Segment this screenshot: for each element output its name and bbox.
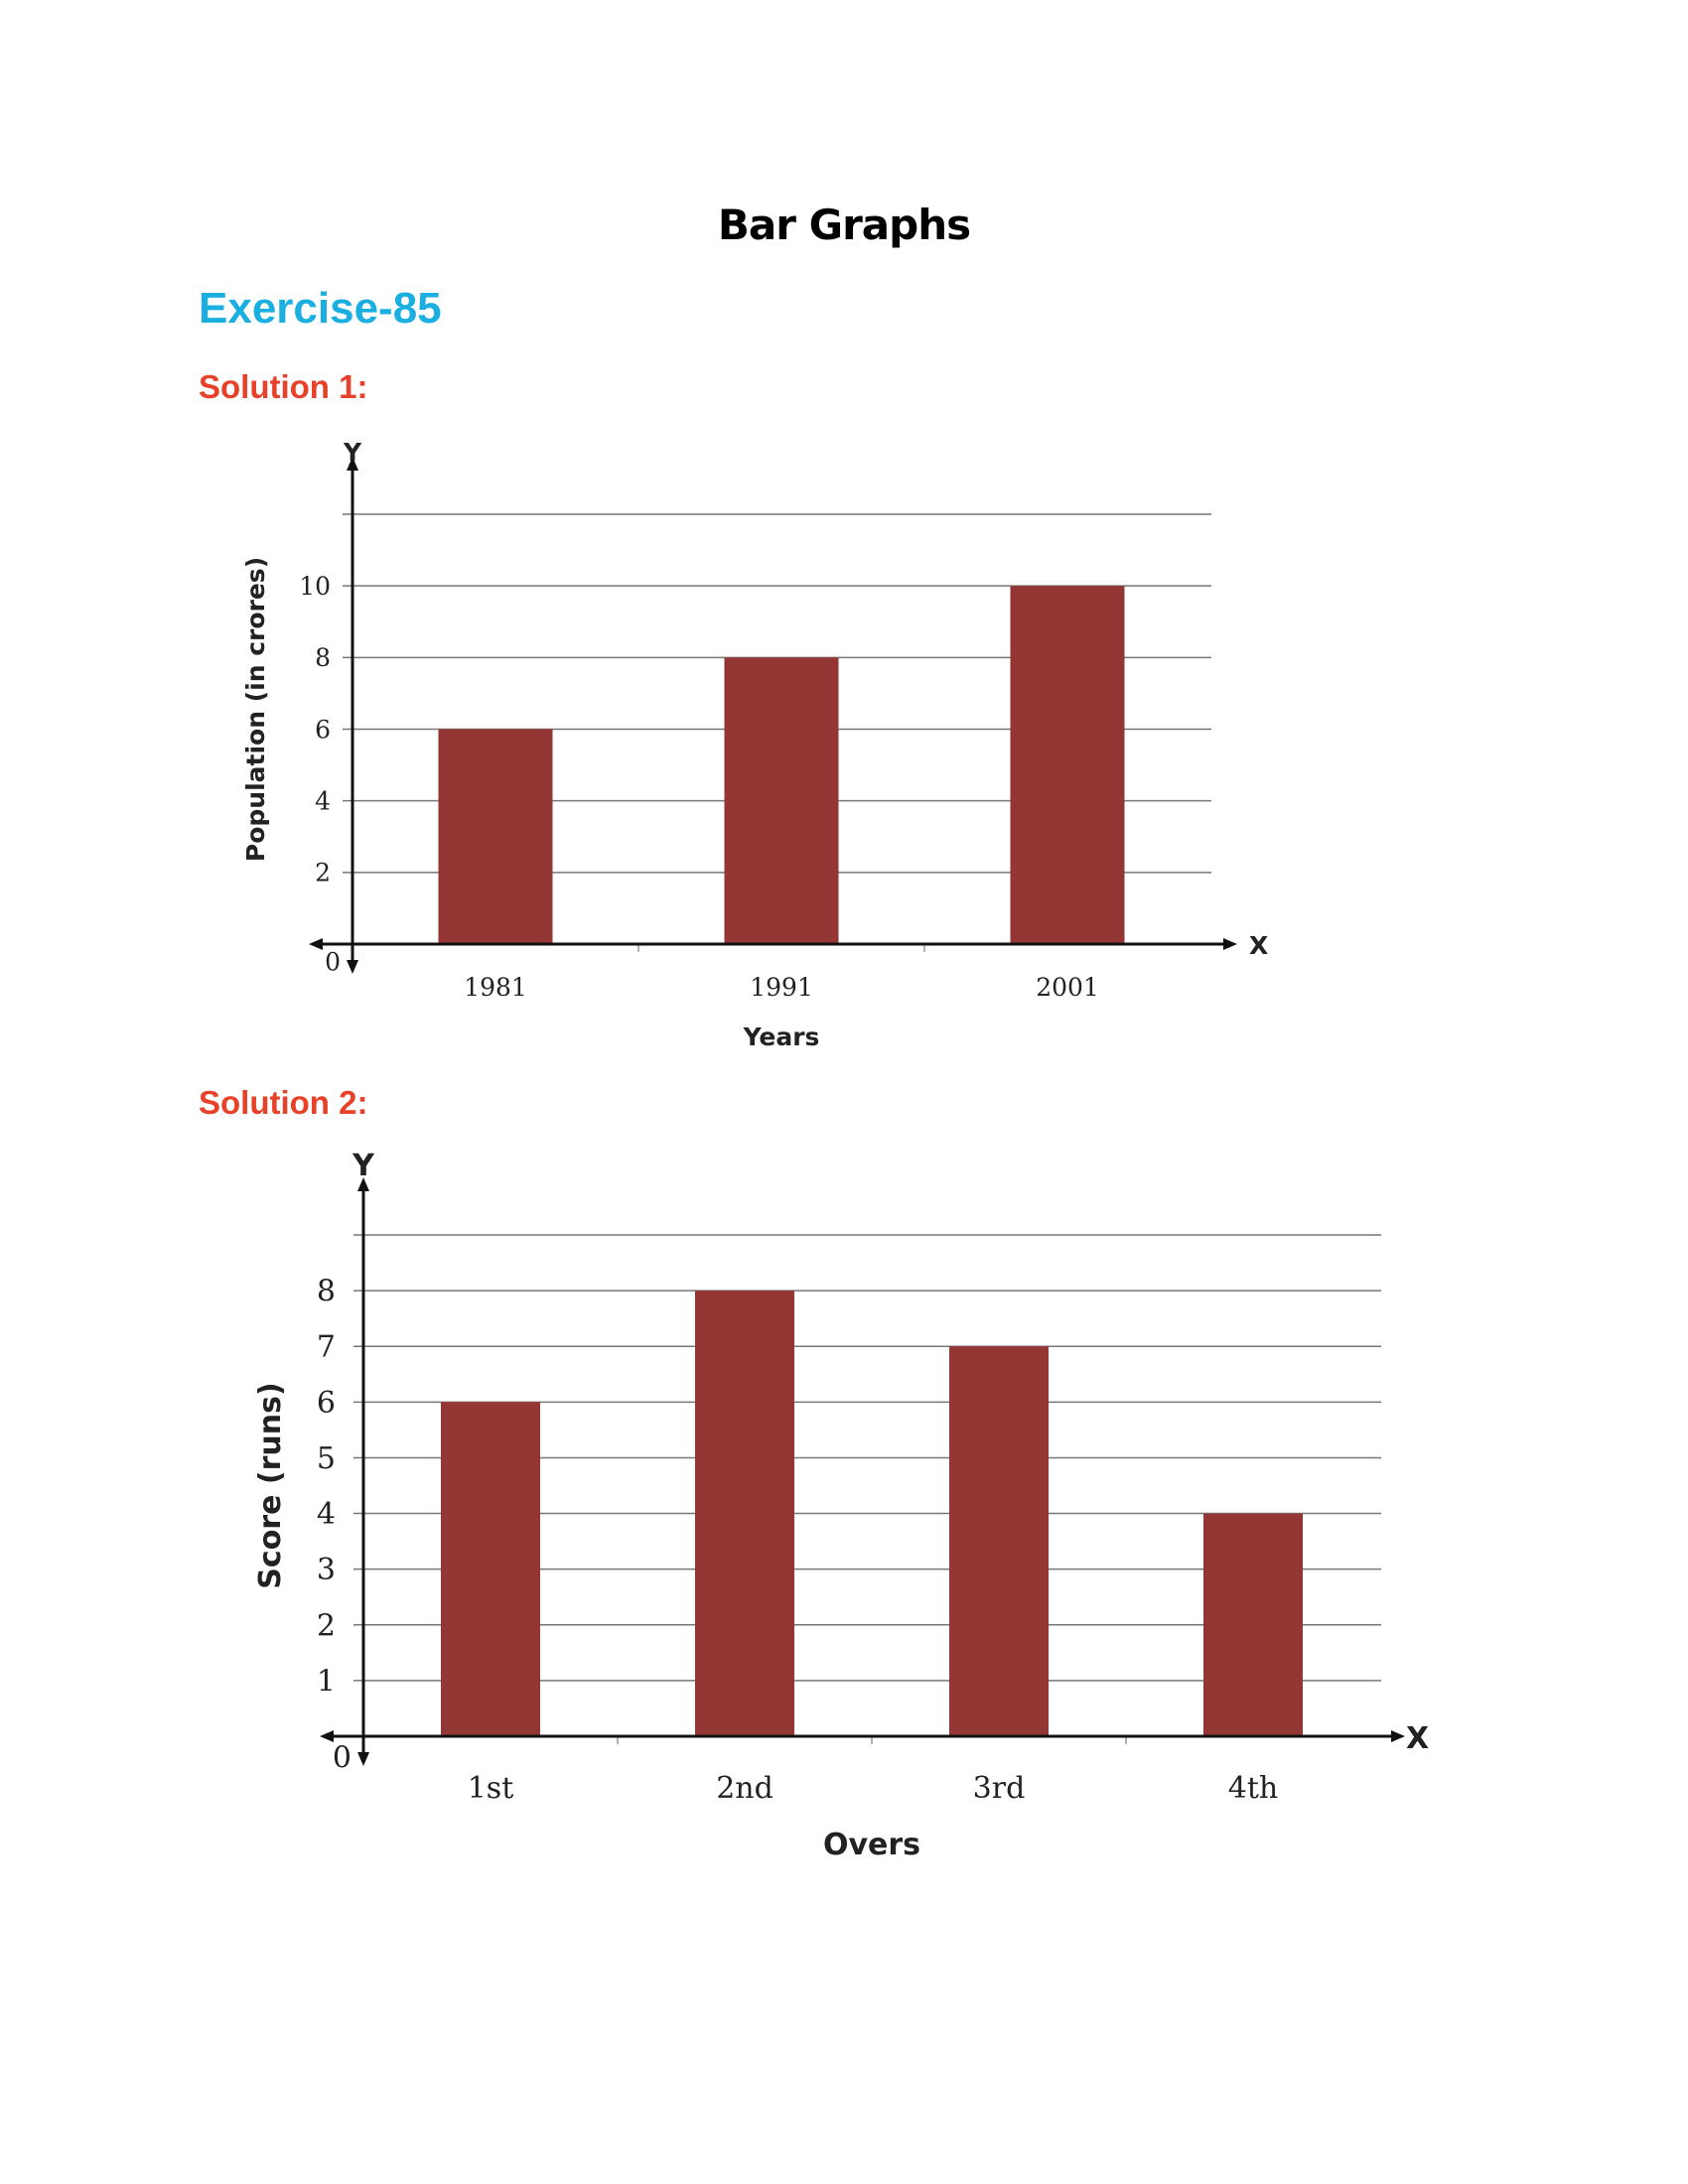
y-tick-label: 4 [317, 1497, 336, 1532]
y-tick-label: 2 [315, 859, 331, 887]
bar-4th [1203, 1513, 1303, 1736]
bar-2001 [1010, 586, 1125, 944]
x-axis-neg-arrow-icon [309, 938, 323, 950]
y-tick-label: 6 [317, 1386, 336, 1421]
y-tick-label: 7 [317, 1330, 336, 1365]
x-axis-letter: X [1406, 1721, 1429, 1756]
x-tick-label: 4th [1228, 1771, 1278, 1806]
y-axis-neg-arrow-icon [357, 1752, 369, 1766]
bar-1st [441, 1402, 540, 1736]
y-tick-label: 3 [317, 1553, 336, 1587]
x-axis-letter: X [1249, 931, 1268, 960]
y-axis-letter: Y [343, 438, 362, 467]
x-tick-label: 1981 [464, 973, 527, 1002]
y-axis-title: Score (runs) [253, 1382, 288, 1588]
y-tick-label: 2 [317, 1608, 336, 1643]
y-tick-label: 10 [299, 572, 331, 601]
origin-label: 0 [333, 1741, 352, 1776]
y-tick-label: 8 [315, 643, 331, 672]
exercise-heading: Exercise-85 [199, 284, 442, 333]
y-tick-label: 4 [315, 786, 331, 815]
x-axis-neg-arrow-icon [320, 1730, 334, 1742]
x-tick-label: 2nd [716, 1771, 774, 1806]
bar-1981 [438, 729, 553, 944]
y-tick-label: 5 [317, 1441, 336, 1476]
y-axis-neg-arrow-icon [347, 960, 358, 974]
x-axis-title: Overs [823, 1828, 920, 1862]
bar-1991 [724, 657, 839, 944]
x-axis-arrow-icon [1223, 938, 1237, 950]
page-title: Bar Graphs [717, 201, 971, 249]
solution-1-heading: Solution 1: [199, 368, 368, 405]
y-tick-label: 1 [317, 1664, 336, 1699]
y-axis-title: Population (in crores) [241, 557, 270, 862]
solution-2-heading: Solution 2: [199, 1084, 368, 1121]
x-axis-title: Years [743, 1023, 820, 1051]
x-tick-label: 2001 [1036, 973, 1099, 1002]
x-axis-arrow-icon [1391, 1730, 1405, 1742]
y-axis-letter: Y [352, 1149, 375, 1183]
origin-label: 0 [325, 947, 341, 976]
x-tick-label: 1st [468, 1771, 514, 1806]
x-tick-label: 1991 [750, 973, 813, 1002]
y-axis-arrow-icon [357, 1177, 369, 1191]
bar-3rd [949, 1346, 1049, 1736]
bar-2nd [695, 1291, 794, 1736]
y-tick-label: 6 [315, 715, 331, 744]
x-tick-label: 3rd [973, 1771, 1026, 1806]
y-tick-label: 8 [317, 1275, 336, 1309]
y-axis-arrow-icon [347, 457, 358, 471]
